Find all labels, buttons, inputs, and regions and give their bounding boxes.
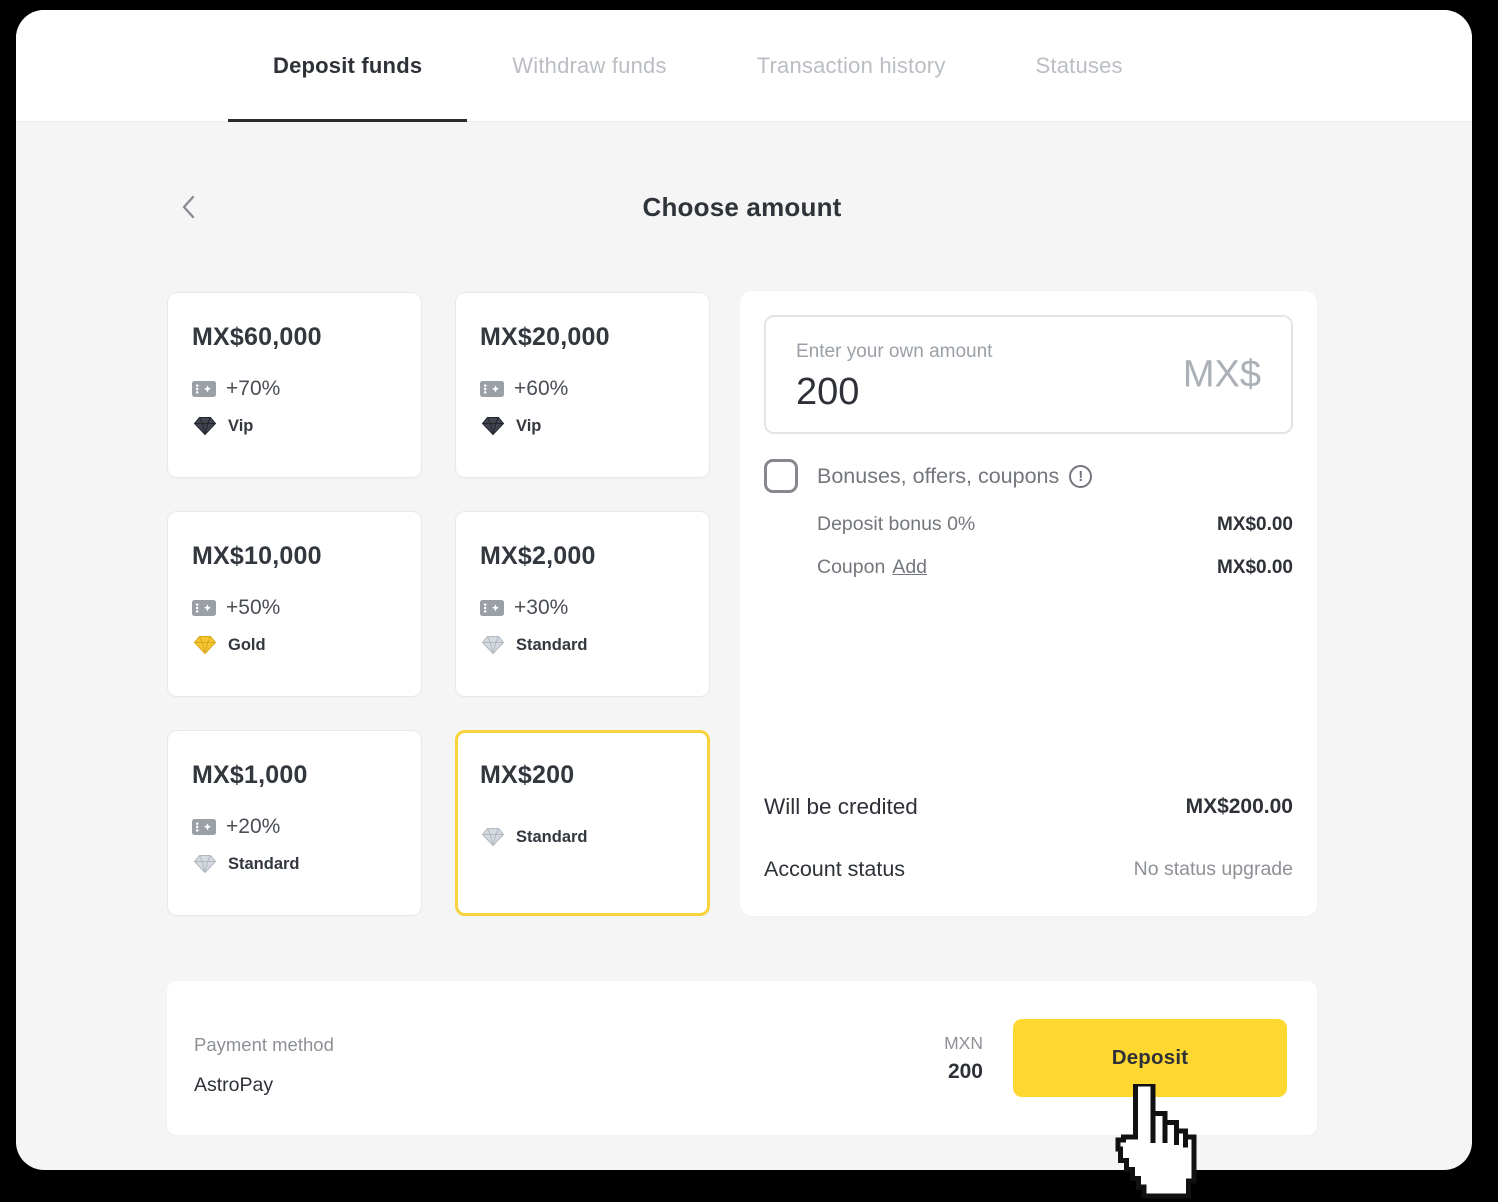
card-bonus: +70% bbox=[226, 377, 281, 400]
coupon-icon bbox=[192, 819, 216, 835]
gold-diamond-icon bbox=[194, 636, 216, 654]
deposit-bonus-value: MX$0.00 bbox=[1216, 513, 1293, 535]
coupon-icon bbox=[192, 381, 216, 397]
tab-bar: Deposit funds Withdraw funds Transaction… bbox=[16, 10, 1472, 122]
amount-card-20000[interactable]: MX$20,000 +60% Vip bbox=[455, 292, 710, 478]
page-title: Choose amount bbox=[642, 192, 842, 222]
credited-row: Will be credited MX$200.00 bbox=[764, 794, 1293, 820]
card-amount: MX$20,000 bbox=[480, 323, 610, 351]
card-bonus: +30% bbox=[514, 596, 569, 619]
own-amount-label: Enter your own amount bbox=[796, 341, 993, 362]
amount-card-60000[interactable]: MX$60,000 +70% Vip bbox=[167, 292, 422, 478]
payment-amount-block: MXN 200 bbox=[944, 1033, 983, 1084]
account-status-row: Account status No status upgrade bbox=[764, 857, 1293, 882]
currency-suffix: MX$ bbox=[1182, 353, 1261, 395]
amount-card-2000[interactable]: MX$2,000 +30% Standard bbox=[455, 511, 710, 697]
coupon-row: Coupon Add MX$0.00 bbox=[817, 556, 1293, 579]
payment-method-label: Payment method bbox=[194, 1033, 334, 1055]
amount-cards-grid: MX$60,000 +70% Vip MX$20,000 +60% Vip MX… bbox=[167, 292, 710, 916]
tab-deposit-funds[interactable]: Deposit funds bbox=[228, 10, 468, 122]
standard-diamond-icon bbox=[482, 636, 504, 654]
deposit-button[interactable]: Deposit bbox=[1013, 1019, 1287, 1097]
deposit-window: Deposit funds Withdraw funds Transaction… bbox=[16, 10, 1472, 1170]
payment-bar: Payment method AstroPay MXN 200 Deposit bbox=[167, 981, 1317, 1135]
standard-diamond-icon bbox=[194, 855, 216, 873]
card-amount: MX$2,000 bbox=[480, 542, 596, 570]
payment-currency: MXN bbox=[944, 1032, 983, 1053]
credited-value: MX$200.00 bbox=[1185, 795, 1293, 818]
card-status: Standard bbox=[516, 635, 588, 654]
vip-diamond-icon bbox=[482, 417, 504, 435]
account-status-label: Account status bbox=[764, 857, 906, 881]
bonuses-label: Bonuses, offers, coupons bbox=[817, 463, 1060, 488]
payment-method-block[interactable]: Payment method AstroPay bbox=[194, 1034, 334, 1097]
credited-label: Will be credited bbox=[764, 794, 918, 819]
card-amount: MX$10,000 bbox=[192, 542, 322, 570]
amount-card-200-selected[interactable]: MX$200 Standard bbox=[455, 730, 710, 916]
amount-card-10000[interactable]: MX$10,000 +50% Gold bbox=[167, 511, 422, 697]
card-bonus: +60% bbox=[514, 377, 569, 400]
account-status-value: No status upgrade bbox=[1133, 858, 1293, 880]
coupon-value: MX$0.00 bbox=[1216, 556, 1293, 578]
coupon-add-link[interactable]: Add bbox=[892, 556, 928, 578]
coupon-icon bbox=[480, 381, 504, 397]
amount-card-1000[interactable]: MX$1,000 +20% Standard bbox=[167, 730, 422, 916]
amount-summary-panel: Enter your own amount MX$ Bonuses, offer… bbox=[740, 291, 1317, 916]
card-amount: MX$200 bbox=[480, 761, 575, 789]
card-bonus: +20% bbox=[226, 815, 281, 838]
payment-method-value: AstroPay bbox=[194, 1073, 274, 1096]
card-amount: MX$1,000 bbox=[192, 761, 308, 789]
back-button[interactable] bbox=[168, 186, 210, 228]
chevron-left-icon bbox=[182, 195, 195, 219]
deposit-bonus-label: Deposit bonus 0% bbox=[817, 513, 976, 535]
tab-transaction-history[interactable]: Transaction history bbox=[712, 10, 991, 121]
card-amount: MX$60,000 bbox=[192, 323, 322, 351]
standard-diamond-icon bbox=[482, 828, 504, 846]
coupon-label: Coupon bbox=[817, 556, 886, 578]
bonuses-checkbox-row: Bonuses, offers, coupons ! bbox=[764, 459, 1293, 493]
coupon-icon bbox=[480, 600, 504, 616]
info-icon[interactable]: ! bbox=[1069, 464, 1093, 488]
payment-amount: 200 bbox=[947, 1059, 983, 1083]
coupon-icon bbox=[192, 600, 216, 616]
deposit-bonus-row: Deposit bonus 0% MX$0.00 bbox=[817, 513, 1293, 536]
tab-withdraw-funds[interactable]: Withdraw funds bbox=[467, 10, 711, 121]
vip-diamond-icon bbox=[194, 417, 216, 435]
card-status: Vip bbox=[228, 416, 254, 435]
card-bonus: +50% bbox=[226, 596, 281, 619]
bonuses-checkbox[interactable] bbox=[764, 459, 798, 493]
own-amount-input[interactable] bbox=[796, 371, 1126, 414]
card-status: Vip bbox=[516, 416, 542, 435]
card-status: Standard bbox=[228, 854, 300, 873]
card-status: Gold bbox=[228, 635, 266, 654]
own-amount-box: Enter your own amount MX$ bbox=[764, 315, 1293, 434]
tab-statuses[interactable]: Statuses bbox=[991, 10, 1168, 121]
card-status: Standard bbox=[516, 827, 588, 846]
